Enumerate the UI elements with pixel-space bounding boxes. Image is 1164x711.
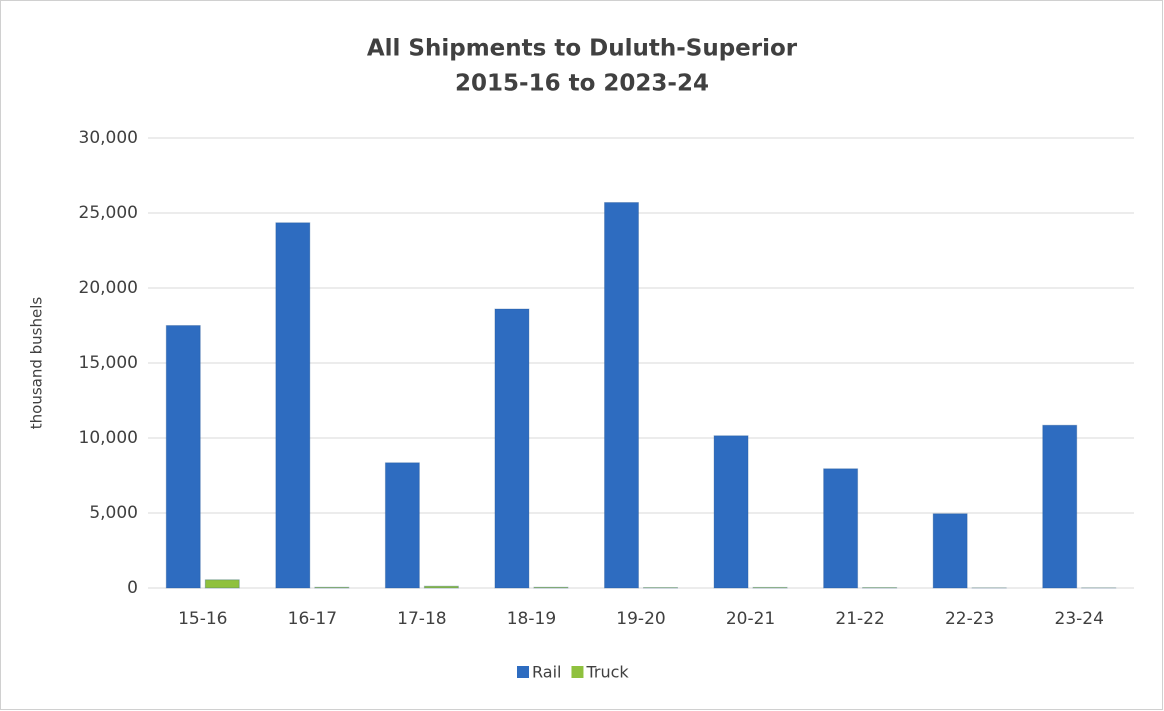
bar xyxy=(204,579,240,589)
bar xyxy=(423,585,459,589)
y-axis-label: thousand bushels xyxy=(28,297,46,430)
x-tick-label: 21-22 xyxy=(835,609,884,629)
bar xyxy=(604,202,639,589)
bar xyxy=(165,325,201,589)
bar xyxy=(275,222,311,589)
bar xyxy=(823,468,859,589)
bar xyxy=(1042,424,1078,589)
x-tick-label: 17-18 xyxy=(397,609,446,629)
y-tick-label: 25,000 xyxy=(79,203,138,223)
legend-swatch xyxy=(517,666,529,678)
chart-title: All Shipments to Duluth-Superior xyxy=(367,36,798,62)
x-tick-label: 20-21 xyxy=(726,609,775,629)
y-tick-label: 10,000 xyxy=(79,428,138,448)
x-tick-label: 16-17 xyxy=(288,609,337,629)
bar xyxy=(932,513,968,589)
chart-subtitle: 2015-16 to 2023-24 xyxy=(455,71,709,97)
legend-label: Truck xyxy=(585,663,629,682)
bar xyxy=(713,435,749,589)
y-tick-label: 30,000 xyxy=(79,128,138,148)
bar xyxy=(314,586,350,589)
bar xyxy=(533,586,569,589)
bar xyxy=(384,462,420,589)
bar xyxy=(752,586,788,589)
y-tick-label: 5,000 xyxy=(89,503,138,523)
bar xyxy=(494,308,530,589)
legend-label: Rail xyxy=(532,663,561,682)
x-tick-label: 22-23 xyxy=(945,609,994,629)
y-tick-label: 15,000 xyxy=(79,353,138,373)
y-tick-label: 0 xyxy=(127,578,138,598)
x-tick-label: 15-16 xyxy=(178,609,227,629)
y-tick-label: 20,000 xyxy=(79,278,138,298)
x-tick-label: 23-24 xyxy=(1055,609,1104,629)
x-tick-label: 19-20 xyxy=(616,609,665,629)
legend-swatch xyxy=(571,666,584,678)
x-tick-label: 18-19 xyxy=(507,609,556,629)
